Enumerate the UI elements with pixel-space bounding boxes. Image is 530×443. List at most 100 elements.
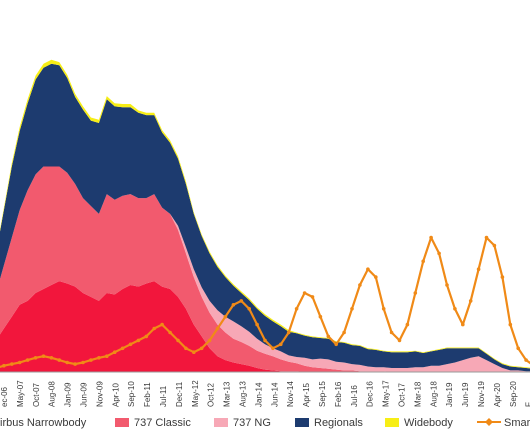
smart-point [65, 360, 69, 365]
smart-point [500, 275, 505, 279]
smart-point [2, 363, 6, 368]
smart-point [120, 346, 125, 351]
x-tick-label: Dec-11 [175, 381, 184, 407]
area-regionals [0, 63, 530, 372]
x-tick-label: ec-06 [0, 386, 9, 407]
smart-point [10, 362, 14, 366]
smart-point [41, 354, 46, 359]
smart-point [263, 338, 267, 343]
x-tick-label: Jan-09 [64, 382, 73, 407]
smart-point [342, 330, 346, 335]
x-tick-label: Nov-14 [286, 381, 295, 407]
smart-point [144, 334, 149, 339]
smart-point [366, 267, 370, 272]
x-tick-label: Apr-20 [493, 382, 502, 407]
x-tick-label: Dec-16 [366, 381, 375, 407]
legend-marker [485, 418, 493, 426]
smart-point [73, 362, 77, 366]
x-tick-label: May-17 [382, 380, 391, 407]
x-tick-label: Nov-09 [95, 381, 104, 407]
x-tick-label: Jul-16 [350, 385, 359, 407]
smart-point [89, 358, 93, 362]
smart-point [318, 314, 323, 319]
smart-point [397, 338, 402, 343]
smart-point [334, 342, 339, 347]
smart-point [25, 358, 30, 362]
x-axis: ec-06 May-07 Oct-07 Aug-08 Jan-09 Jun-09 Nov-0… [0, 371, 530, 407]
x-tick-label: Apr-15 [302, 382, 311, 407]
smart-point [468, 299, 473, 303]
x-tick-label: Aug-18 [429, 381, 438, 407]
x-tick-label: Mar-18 [413, 381, 422, 407]
smart-point [429, 235, 433, 240]
x-tick-label: Jun-09 [80, 382, 89, 407]
smart-point [81, 360, 85, 365]
smart-point [516, 346, 520, 351]
smart-point [17, 360, 22, 365]
x-tick-label: Jun-19 [461, 382, 470, 407]
smart-point [57, 358, 62, 362]
smart-point [461, 322, 465, 327]
smart-point [492, 243, 497, 248]
smart-point [389, 330, 394, 335]
smart-point [508, 322, 513, 327]
area-airbus-narrowbody [0, 281, 530, 372]
x-tick-label: Nov-19 [477, 381, 486, 407]
x-tick-label: Feb-16 [334, 381, 343, 407]
x-tick-label: Apr-10 [111, 382, 120, 407]
smart-point [255, 322, 259, 327]
smart-point [437, 251, 441, 256]
x-tick-label: Jan-19 [445, 382, 454, 407]
smart-point [207, 338, 212, 343]
smart-point [223, 314, 228, 319]
smart-point [484, 235, 489, 240]
smart-point [271, 346, 275, 351]
x-tick-label: Sep-10 [127, 381, 136, 407]
legend-label: 737 NG [233, 417, 271, 429]
smart-line-series [0, 235, 530, 368]
legend-label: Smar [504, 417, 530, 429]
smart-point [453, 307, 457, 311]
x-tick-label: Oct-17 [398, 382, 407, 407]
smart-point [160, 322, 164, 327]
smart-point [105, 354, 109, 359]
legend-swatch [385, 418, 399, 427]
legend-label: Widebody [404, 417, 453, 429]
x-tick-label: Jun-14 [270, 382, 279, 407]
x-tick-label: Aug-08 [48, 381, 57, 407]
smart-point [192, 350, 196, 355]
x-tick-label: Sep-20 [509, 381, 518, 407]
legend-label: irbus Narrowbody [0, 417, 87, 429]
smart-point [128, 342, 133, 347]
smart-point [97, 356, 101, 360]
smart-point [279, 342, 283, 347]
x-tick-label: Jan-14 [254, 382, 263, 407]
smart-point [136, 338, 141, 343]
legend-label: Regionals [314, 417, 363, 429]
smart-point [33, 356, 38, 360]
legend-swatch [214, 418, 228, 427]
smart-point [381, 307, 386, 311]
smart-point [286, 330, 291, 335]
x-tick-label: May-07 [16, 380, 25, 407]
x-tick-label: Sep-15 [318, 381, 327, 407]
smart-point [326, 334, 331, 339]
legend-swatch [295, 418, 309, 427]
smart-point [112, 350, 117, 355]
smart-point [310, 295, 315, 299]
smart-point [476, 267, 481, 272]
x-tick-label: Jul-11 [159, 385, 168, 407]
smart-point [374, 275, 378, 279]
smart-point [215, 326, 220, 331]
smart-point [413, 291, 418, 295]
smart-point [302, 291, 307, 295]
smart-point [294, 307, 299, 311]
x-tick-label: Feb-11 [143, 382, 152, 407]
smart-point [49, 356, 54, 360]
smart-point [184, 346, 188, 351]
x-tick-label: Mar-13 [223, 381, 232, 407]
smart-point [247, 307, 251, 311]
legend: irbus Narrowbody 737 Classic 737 NG Regiona… [0, 417, 530, 429]
smart-point [239, 299, 244, 303]
